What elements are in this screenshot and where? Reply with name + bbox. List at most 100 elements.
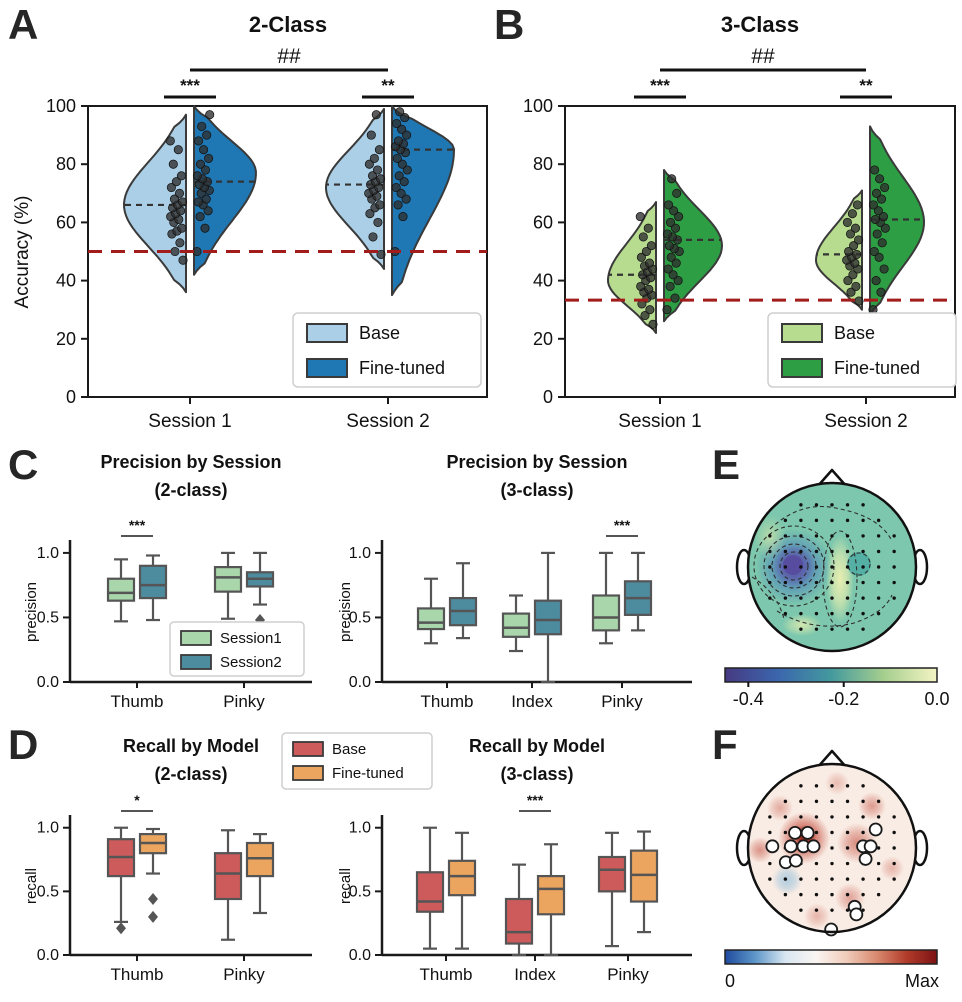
violin-Session2-Base <box>325 107 385 270</box>
head-outline <box>746 762 918 934</box>
svg-text:recall: recall <box>337 868 354 904</box>
svg-text:60: 60 <box>533 212 553 232</box>
svg-text:Base: Base <box>359 323 400 343</box>
svg-text:Recall by Model: Recall by Model <box>469 736 605 756</box>
significant-electrode <box>788 825 802 840</box>
box-Thumb-Session2 <box>138 564 168 600</box>
box-Index-Session2 <box>533 599 563 636</box>
panel-D-right: 0.0 0.5 1.0 recall Thumb Index Pinky Recall by … <box>337 736 692 984</box>
panel-letter-a: A <box>8 1 39 48</box>
svg-text:Max: Max <box>905 971 939 991</box>
panel-E: -0.4 -0.2 0.0 <box>724 468 950 709</box>
svg-text:100: 100 <box>46 96 76 116</box>
svg-text:Thumb: Thumb <box>111 692 164 711</box>
svg-text:80: 80 <box>533 154 553 174</box>
significant-electrode <box>806 839 821 854</box>
svg-text:40: 40 <box>56 271 76 291</box>
box-Pinky-Base <box>597 855 627 893</box>
svg-text:Base: Base <box>332 741 366 758</box>
svg-text:Pinky: Pinky <box>607 965 649 984</box>
svg-text:##: ## <box>277 45 301 68</box>
box-Index-Base <box>504 897 534 945</box>
violin-Session1-Base <box>123 113 187 294</box>
svg-text:0.5: 0.5 <box>349 609 371 626</box>
svg-text:80: 80 <box>56 154 76 174</box>
svg-text:0.5: 0.5 <box>349 883 371 900</box>
svg-text:1.0: 1.0 <box>37 545 59 562</box>
svg-text:Thumb: Thumb <box>420 965 473 984</box>
panel-D-left: 0.0 0.5 1.0 recall Thumb Pinky Recall by Model… <box>23 732 433 984</box>
svg-text:1.0: 1.0 <box>349 545 371 562</box>
svg-text:(3-class): (3-class) <box>500 764 573 784</box>
svg-text:0.0: 0.0 <box>37 674 59 691</box>
panel-C-right: 0.0 0.5 1.0 precision Thumb Index Pinky Precisi… <box>337 452 692 711</box>
svg-text:40: 40 <box>533 271 553 291</box>
box-Thumb-Session1 <box>416 607 446 631</box>
svg-text:*: * <box>134 792 140 808</box>
svg-text:##: ## <box>751 45 775 68</box>
svg-text:60: 60 <box>56 212 76 232</box>
svg-text:Accuracy (%): Accuracy (%) <box>12 196 33 309</box>
panel-letter-c: C <box>8 441 39 488</box>
svg-text:100: 100 <box>523 96 553 116</box>
svg-text:0: 0 <box>725 971 735 991</box>
legend-C-left: Session1 Session2 <box>169 621 305 677</box>
svg-text:0.5: 0.5 <box>37 883 59 900</box>
outlier-diamond <box>148 910 158 923</box>
svg-text:Thumb: Thumb <box>421 692 474 711</box>
svg-text:***: *** <box>527 792 544 808</box>
svg-text:Pinky: Pinky <box>223 965 265 984</box>
box-Pinky-Fine-tuned <box>629 849 659 903</box>
svg-text:***: *** <box>180 76 200 95</box>
svg-text:Fine-tuned: Fine-tuned <box>834 358 920 378</box>
significant-electrode <box>788 853 803 868</box>
legend-A: Base Fine-tuned <box>292 312 482 388</box>
svg-text:Base: Base <box>834 323 875 343</box>
svg-text:2-Class: 2-Class <box>249 12 327 37</box>
svg-text:Index: Index <box>511 692 553 711</box>
svg-text:recall: recall <box>23 868 40 904</box>
svg-text:0.5: 0.5 <box>37 609 59 626</box>
box-Thumb-Base <box>415 871 445 913</box>
svg-text:(2-class): (2-class) <box>154 764 227 784</box>
significant-electrode <box>824 922 839 937</box>
svg-text:precision: precision <box>337 582 354 642</box>
box-Index-Fine-tuned <box>536 874 566 916</box>
svg-text:**: ** <box>859 76 873 95</box>
head-outline <box>746 481 918 653</box>
svg-text:**: ** <box>381 76 395 95</box>
panel-F: 0 Max <box>724 749 939 991</box>
svg-text:-0.2: -0.2 <box>828 689 859 709</box>
significant-electrode <box>800 825 815 840</box>
box-Thumb-Session1 <box>106 577 136 602</box>
panel-letter-e: E <box>712 441 741 488</box>
svg-text:precision: precision <box>23 582 40 642</box>
svg-text:Precision by Session: Precision by Session <box>446 452 627 472</box>
svg-text:Index: Index <box>514 965 556 984</box>
legend-D-left: Base Fine-tuned <box>281 732 433 790</box>
svg-text:Session 1: Session 1 <box>148 411 231 432</box>
colorbar-F <box>724 949 938 965</box>
svg-text:20: 20 <box>56 329 76 349</box>
svg-text:Session2: Session2 <box>220 654 282 671</box>
svg-text:Thumb: Thumb <box>111 965 164 984</box>
svg-text:0.0: 0.0 <box>349 674 371 691</box>
outlier-diamond <box>148 893 158 905</box>
svg-text:***: *** <box>650 76 670 95</box>
panel-A: 0 20 40 60 80 100 Accuracy (%) Session 1 Session… <box>12 12 488 432</box>
box-Pinky-Session1 <box>591 594 621 632</box>
box-Pinky-Base <box>213 852 243 901</box>
svg-text:0: 0 <box>543 387 553 407</box>
svg-text:20: 20 <box>533 329 553 349</box>
svg-text:3-Class: 3-Class <box>721 12 799 37</box>
svg-text:Recall by Model: Recall by Model <box>123 736 259 756</box>
box-Thumb-Fine-tuned <box>447 859 477 897</box>
significant-electrode <box>849 907 864 922</box>
legend-B: Base Fine-tuned <box>767 312 957 388</box>
significant-electrode <box>783 839 798 854</box>
outlier-diamond <box>116 922 126 935</box>
svg-text:(3-class): (3-class) <box>500 480 573 500</box>
